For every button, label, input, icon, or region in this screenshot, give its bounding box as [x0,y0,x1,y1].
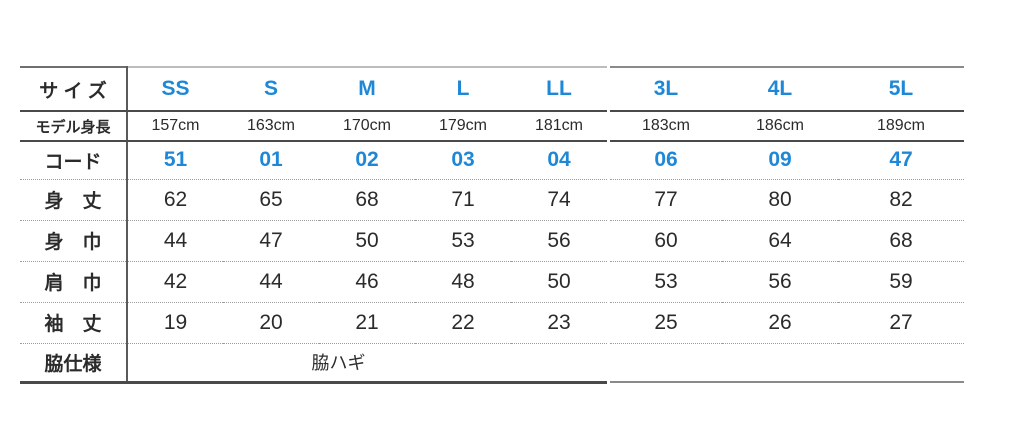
value-cell: 80 [722,179,838,221]
row-size-ext: 3L 4L 5L [610,66,964,112]
row-label-sleeve-length: 袖 丈 [20,302,128,344]
size-header-ss: SS [127,66,223,112]
size-header-5l: 5L [838,66,964,112]
row-body-width: 身 巾 44 47 50 53 56 [20,220,607,262]
row-label-model-height: モデル身長 [20,111,128,142]
value-cell: 48 [415,261,511,303]
value-cell: 68 [838,220,964,262]
row-shoulder-width: 肩 巾 42 44 46 48 50 [20,261,607,303]
value-cell: 77 [610,179,722,221]
row-sleeve-length-ext: 25 26 27 [610,302,964,344]
row-body-length-ext: 77 80 82 [610,179,964,221]
value-cell: 23 [511,302,607,344]
code-cell: 01 [223,141,319,180]
row-code: コード 51 01 02 03 04 [20,141,607,180]
code-cell: 04 [511,141,607,180]
value-cell: 53 [610,261,722,303]
row-label-size: サ イ ズ [20,66,128,112]
row-model-height-ext: 183cm 186cm 189cm [610,111,964,142]
value-cell: 68 [319,179,415,221]
size-chart: サ イ ズ SS S M L LL モデル身長 157cm 163cm 170c… [20,66,964,384]
model-height-cell: 170cm [319,111,415,142]
side-spec-value: 脇ハギ [127,343,607,384]
value-cell: 59 [838,261,964,303]
value-cell: 47 [223,220,319,262]
code-cell: 09 [722,141,838,180]
value-cell: 25 [610,302,722,344]
value-cell: 50 [511,261,607,303]
value-cell: 44 [223,261,319,303]
value-cell: 27 [838,302,964,344]
value-cell: 65 [223,179,319,221]
size-table-main: サ イ ズ SS S M L LL モデル身長 157cm 163cm 170c… [20,66,607,384]
value-cell: 42 [127,261,223,303]
model-height-cell: 157cm [127,111,223,142]
code-cell: 03 [415,141,511,180]
row-label-body-length: 身 丈 [20,179,128,221]
value-cell: 53 [415,220,511,262]
row-body-width-ext: 60 64 68 [610,220,964,262]
value-cell: 82 [838,179,964,221]
value-cell: 26 [722,302,838,344]
value-cell: 20 [223,302,319,344]
value-cell: 22 [415,302,511,344]
row-body-length: 身 丈 62 65 68 71 74 [20,179,607,221]
value-cell: 60 [610,220,722,262]
model-height-cell: 189cm [838,111,964,142]
row-side-spec-ext [610,343,964,383]
code-cell: 51 [127,141,223,180]
value-cell: 46 [319,261,415,303]
value-cell: 74 [511,179,607,221]
value-cell: 64 [722,220,838,262]
size-header-s: S [223,66,319,112]
value-cell: 62 [127,179,223,221]
row-side-spec: 脇仕様 脇ハギ [20,343,607,384]
row-label-side-spec: 脇仕様 [20,343,128,384]
size-header-m: M [319,66,415,112]
code-cell: 02 [319,141,415,180]
size-header-4l: 4L [722,66,838,112]
row-sleeve-length: 袖 丈 19 20 21 22 23 [20,302,607,344]
value-cell: 21 [319,302,415,344]
model-height-cell: 183cm [610,111,722,142]
model-height-cell: 163cm [223,111,319,142]
code-cell: 47 [838,141,964,180]
value-cell: 19 [127,302,223,344]
size-header-3l: 3L [610,66,722,112]
value-cell: 56 [722,261,838,303]
row-label-code: コード [20,141,128,180]
row-label-shoulder-width: 肩 巾 [20,261,128,303]
value-cell: 56 [511,220,607,262]
size-header-l: L [415,66,511,112]
row-label-body-width: 身 巾 [20,220,128,262]
size-header-ll: LL [511,66,607,112]
empty-cell [610,343,964,383]
row-shoulder-width-ext: 53 56 59 [610,261,964,303]
value-cell: 44 [127,220,223,262]
size-table-extended: 3L 4L 5L 183cm 186cm 189cm 06 09 47 77 8… [610,66,964,383]
code-cell: 06 [610,141,722,180]
model-height-cell: 186cm [722,111,838,142]
model-height-cell: 179cm [415,111,511,142]
value-cell: 71 [415,179,511,221]
row-code-ext: 06 09 47 [610,141,964,180]
row-model-height: モデル身長 157cm 163cm 170cm 179cm 181cm [20,111,607,142]
row-size: サ イ ズ SS S M L LL [20,66,607,112]
value-cell: 50 [319,220,415,262]
model-height-cell: 181cm [511,111,607,142]
